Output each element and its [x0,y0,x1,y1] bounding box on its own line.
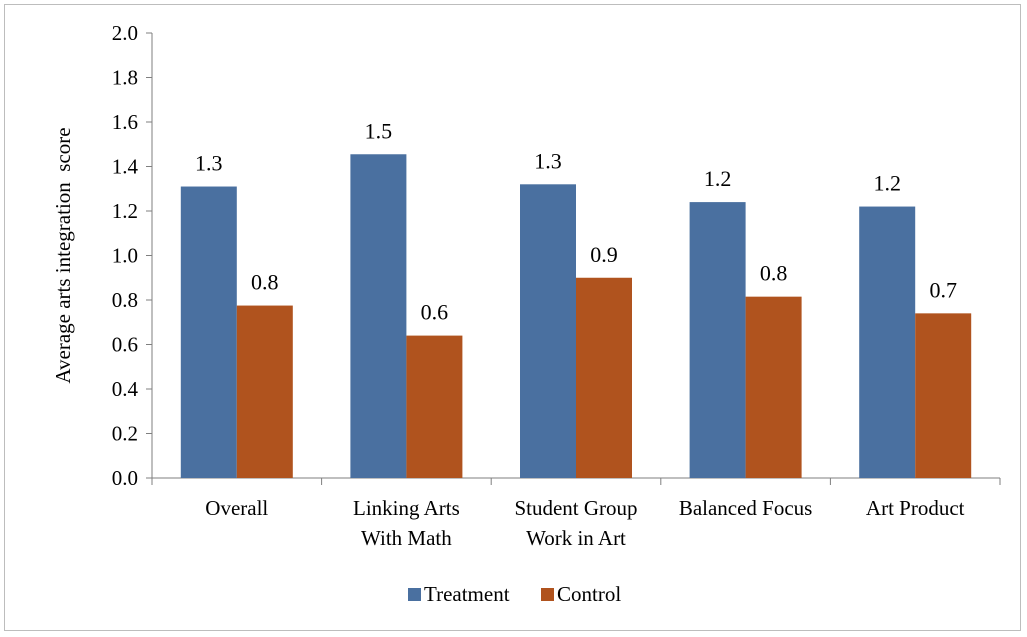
bar-control-2 [576,277,632,478]
data-label-treatment-2: 1.3 [534,148,562,173]
data-label-treatment-0: 1.3 [195,151,223,176]
category-label: Work in Art [526,526,626,550]
chart-frame [4,4,1021,631]
data-label-control-1: 0.6 [421,300,449,325]
category-label: Linking Arts [353,496,460,520]
y-tick-label: 0.4 [112,377,139,401]
category-label: Student Group [514,496,637,520]
y-tick-label: 1.6 [112,110,138,134]
category-label: With Math [361,526,452,550]
y-tick-label: 1.8 [112,66,138,90]
legend-label-control: Control [557,582,621,606]
y-tick-label: 1.4 [112,155,139,179]
y-tick-label: 0.8 [112,288,138,312]
y-tick-label: 1.0 [112,244,138,268]
bar-control-4 [915,313,972,478]
bar-treatment-4 [859,206,916,479]
bar-control-0 [236,305,293,478]
category-label: Art Product [866,496,965,520]
data-label-control-3: 0.8 [760,261,788,286]
legend-swatch-treatment [408,588,421,601]
legend-swatch-control [541,588,554,601]
bar-control-3 [745,296,802,478]
y-tick-label: 2.0 [112,21,138,45]
y-axis-title: Average arts integration score [51,127,75,383]
bar-control-1 [406,335,463,478]
y-tick-label: 0.2 [112,422,138,446]
bar-treatment-1 [350,154,407,478]
legend-label-treatment: Treatment [424,582,510,606]
data-label-control-4: 0.7 [929,277,957,302]
data-label-control-2: 0.9 [590,242,618,267]
data-label-treatment-1: 1.5 [365,118,393,143]
bar-treatment-3 [689,202,746,478]
data-label-control-0: 0.8 [251,270,279,295]
data-label-treatment-4: 1.2 [873,171,901,196]
category-label: Overall [205,496,268,520]
y-tick-label: 1.2 [112,199,138,223]
bar-treatment-2 [520,184,576,479]
y-tick-label: 0.6 [112,333,138,357]
data-label-treatment-3: 1.2 [704,166,732,191]
category-label: Balanced Focus [679,496,813,520]
bar-treatment-0 [180,186,237,478]
y-tick-label: 0.0 [112,466,138,490]
